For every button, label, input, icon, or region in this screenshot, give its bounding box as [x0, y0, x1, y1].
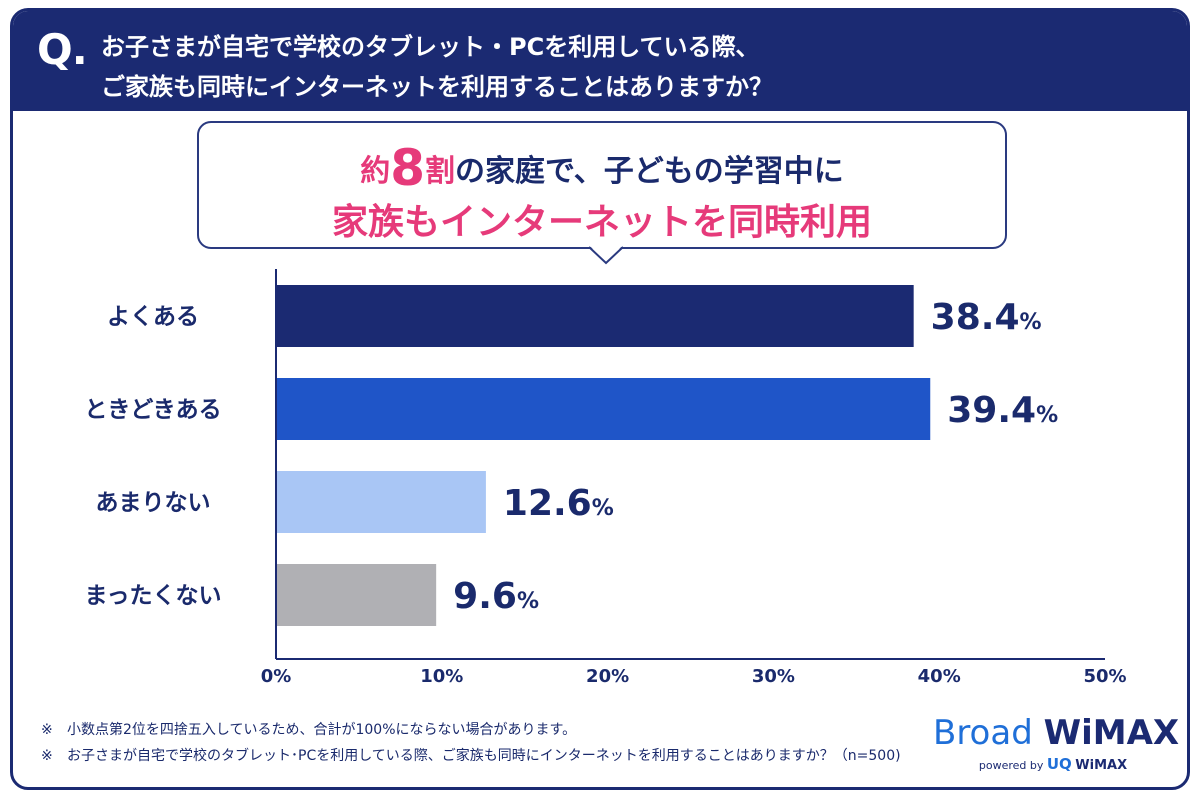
broad-wimax-logo: Broad WiMAX: [933, 713, 1179, 753]
callout-tail: [589, 245, 623, 265]
footnote-2: ※ お子さまが自宅で学校のタブレット･PCを利用している際、ご家族も同時にインター…: [41, 743, 901, 769]
logo-wimax: WiMAX: [1043, 713, 1180, 753]
headline-callout: 約8割の家庭で、子どもの学習中に 家族もインターネットを同時利用: [197, 121, 1007, 249]
x-tick-label: 40%: [918, 666, 961, 687]
infographic-frame: Q. お子さまが自宅で学校のタブレット・PCを利用している際、 ご家族も同時にイ…: [10, 8, 1190, 790]
uq-wimax-logo: WiMAX: [1075, 758, 1128, 773]
bar-1: [277, 285, 914, 347]
category-label: よくある: [107, 304, 199, 330]
category-label: まったくない: [84, 583, 221, 609]
callout-line-2: 家族もインターネットを同時利用: [331, 202, 872, 243]
footnote-text: お子さまが自宅で学校のタブレット･PCを利用している際、ご家族も同時にインターネ…: [67, 748, 901, 764]
logo-broad: Broad: [933, 713, 1033, 753]
x-tick-label: 10%: [420, 666, 463, 687]
value-label: 38.4%: [931, 297, 1042, 338]
question-line-2: ご家族も同時にインターネットを利用することはありますか？: [101, 73, 773, 101]
uq-logo: UQ: [1046, 755, 1072, 773]
powered-by: powered by UQ WiMAX: [933, 755, 1173, 773]
bar-3: [277, 471, 486, 533]
callout-suffix: 割: [424, 154, 455, 189]
value-label: 12.6%: [503, 483, 614, 524]
brand-logo: Broad WiMAX powered by UQ WiMAX: [933, 713, 1179, 773]
question-mark: Q.: [37, 25, 88, 74]
powered-by-text: powered by: [978, 759, 1044, 772]
callout-line-1: 約8割の家庭で、子どもの学習中に: [199, 139, 1005, 197]
x-tick-label: 20%: [586, 666, 629, 687]
category-label: あまりない: [96, 490, 211, 516]
x-tick-label: 30%: [752, 666, 795, 687]
bar-4: [277, 564, 437, 626]
callout-rest: の家庭で、子どもの学習中に: [454, 154, 844, 189]
bar-2: [277, 378, 931, 440]
value-label: 9.6%: [453, 576, 539, 617]
callout-prefix: 約: [360, 154, 391, 189]
footnote-mark: ※: [41, 722, 53, 738]
bar-chart: 0% 10% 20% 30% 40% 50% よくある 38.4% ときどきある 39.4% あまり…: [84, 269, 1127, 687]
callout-number: 8: [390, 139, 425, 197]
footnote-mark: ※: [41, 748, 53, 764]
question-line-1: お子さまが自宅で学校のタブレット・PCを利用している際、: [101, 33, 760, 61]
value-label: 39.4%: [947, 390, 1058, 431]
footnote-text: 小数点第2位を四捨五入しているため、合計が100%にならない場合があります。: [67, 722, 577, 738]
x-tick-label: 50%: [1083, 666, 1126, 687]
category-label: ときどきある: [84, 397, 221, 423]
footnotes: ※ 小数点第2位を四捨五入しているため、合計が100%にならない場合があります。 …: [41, 717, 901, 769]
footnote-1: ※ 小数点第2位を四捨五入しているため、合計が100%にならない場合があります。: [41, 717, 901, 743]
x-tick-label: 0%: [261, 666, 292, 687]
question-header: Q. お子さまが自宅で学校のタブレット・PCを利用している際、 ご家族も同時にイ…: [13, 11, 1187, 111]
